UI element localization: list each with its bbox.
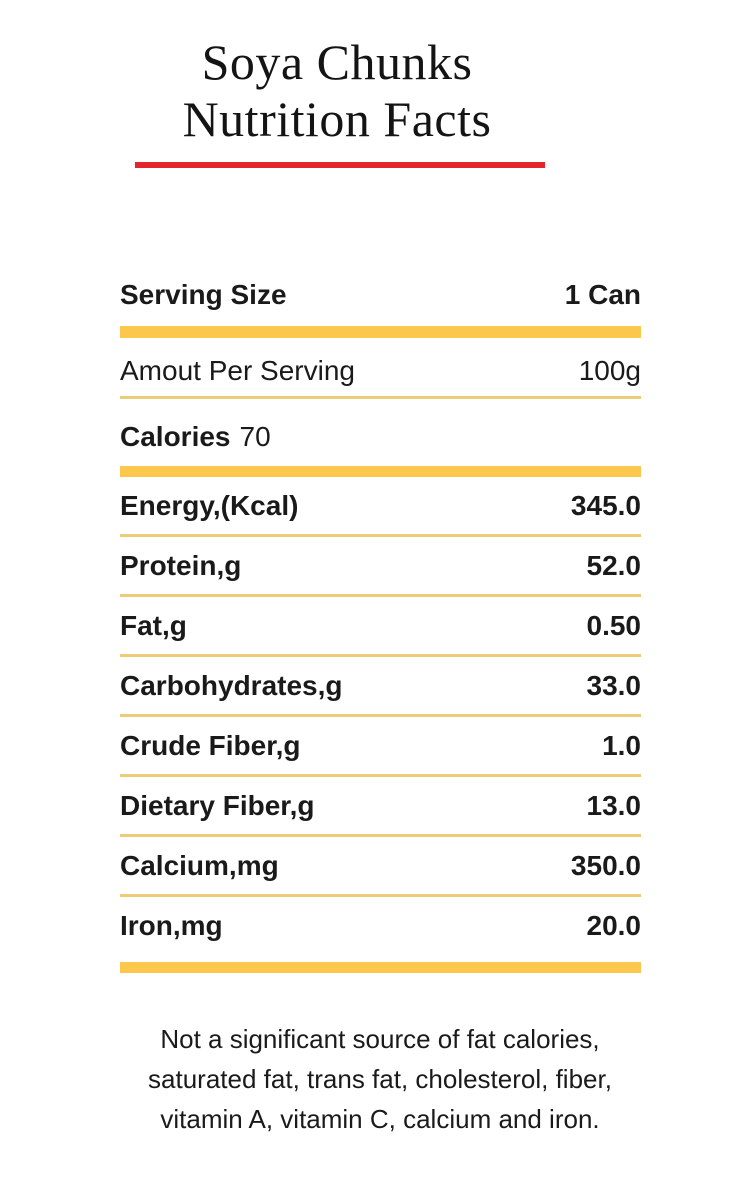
nutrient-value: 20.0 bbox=[586, 909, 642, 941]
divider-thin-7 bbox=[120, 894, 641, 897]
page-title: Soya Chunks Nutrition Facts bbox=[0, 34, 706, 148]
footnote-line-1: Not a significant source of fat calories… bbox=[160, 1024, 600, 1054]
title-underline-rule bbox=[135, 162, 545, 168]
amount-per-serving-label: Amout Per Serving bbox=[120, 355, 355, 386]
serving-size-label: Serving Size bbox=[120, 279, 287, 310]
serving-size-value: 1 Can bbox=[564, 279, 641, 310]
nutrient-value: 13.0 bbox=[586, 789, 642, 821]
nutrient-label: Carbohydrates,g bbox=[120, 669, 343, 701]
nutrient-row-energy: Energy,(Kcal) 345.0 bbox=[120, 477, 641, 534]
nutrient-row-fat: Fat,g 0.50 bbox=[120, 597, 641, 654]
nutrient-value: 1.0 bbox=[602, 729, 641, 761]
nutrition-table: Serving Size 1 Can Amout Per Serving 100… bbox=[120, 276, 641, 973]
divider-thick-bottom bbox=[120, 962, 641, 973]
calories-value: 70 bbox=[239, 421, 271, 452]
nutrient-row-carbohydrates: Carbohydrates,g 33.0 bbox=[120, 657, 641, 714]
nutrient-label: Calcium,mg bbox=[120, 849, 279, 881]
amount-per-serving-row: Amout Per Serving 100g bbox=[120, 352, 641, 390]
nutrient-row-calcium: Calcium,mg 350.0 bbox=[120, 837, 641, 894]
divider-thin-5 bbox=[120, 774, 641, 777]
serving-size-row: Serving Size 1 Can bbox=[120, 276, 641, 314]
amount-per-serving-value: 100g bbox=[578, 355, 641, 386]
nutrient-value: 0.50 bbox=[586, 609, 642, 641]
nutrient-row-dietary-fiber: Dietary Fiber,g 13.0 bbox=[120, 777, 641, 834]
calories-row: Calories 70 bbox=[120, 418, 641, 456]
divider-thin-3 bbox=[120, 654, 641, 657]
nutrient-row-crude-fiber: Crude Fiber,g 1.0 bbox=[120, 717, 641, 774]
divider-thin-1 bbox=[120, 534, 641, 537]
nutrient-row-protein: Protein,g 52.0 bbox=[120, 537, 641, 594]
divider-thick-top bbox=[120, 326, 641, 338]
divider-thin-2 bbox=[120, 594, 641, 597]
nutrient-label: Protein,g bbox=[120, 549, 242, 581]
nutrient-label: Iron,mg bbox=[120, 909, 223, 941]
divider-thin-amount bbox=[120, 396, 641, 399]
divider-thin-6 bbox=[120, 834, 641, 837]
nutrient-value: 345.0 bbox=[570, 489, 641, 521]
nutrient-row-iron: Iron,mg 20.0 bbox=[120, 897, 641, 954]
divider-thick-mid bbox=[120, 466, 641, 477]
nutrient-label: Crude Fiber,g bbox=[120, 729, 301, 761]
nutrient-value: 33.0 bbox=[586, 669, 642, 701]
divider-thin-4 bbox=[120, 714, 641, 717]
footnote-line-3: vitamin A, vitamin C, calcium and iron. bbox=[160, 1104, 600, 1134]
calories-label: Calories bbox=[120, 421, 231, 452]
nutrient-value: 350.0 bbox=[570, 849, 641, 881]
title-line-2: Nutrition Facts bbox=[182, 91, 492, 147]
footnote-line-2: saturated fat, trans fat, cholesterol, f… bbox=[148, 1064, 612, 1094]
nutrient-label: Energy,(Kcal) bbox=[120, 489, 299, 521]
footnote: Not a significant source of fat calories… bbox=[11, 1019, 738, 1139]
nutrient-label: Dietary Fiber,g bbox=[120, 789, 315, 821]
nutrient-label: Fat,g bbox=[120, 609, 187, 641]
title-line-1: Soya Chunks bbox=[201, 34, 473, 90]
nutrient-value: 52.0 bbox=[586, 549, 642, 581]
